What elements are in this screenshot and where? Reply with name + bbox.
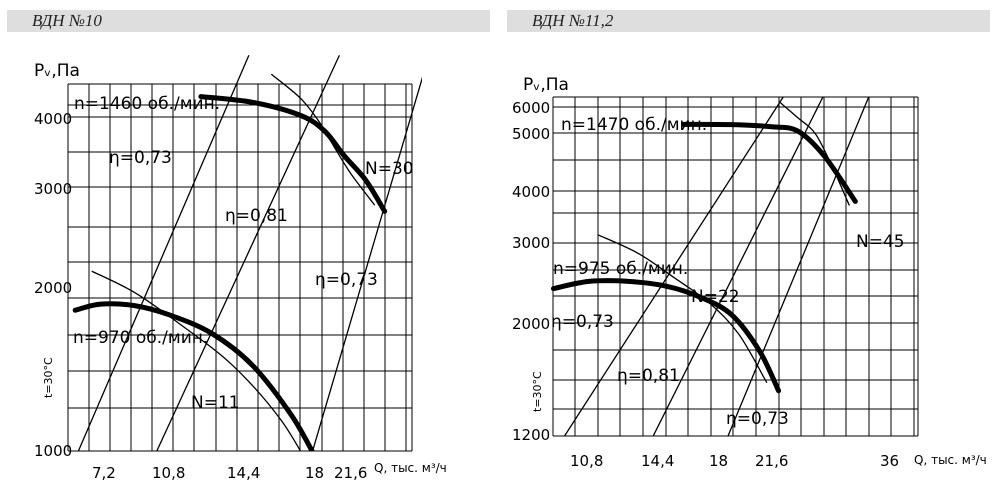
chart-1-x-tick: 14,4: [227, 464, 260, 482]
chart-1-series-line: [311, 76, 422, 451]
chart-1-annotation: η=0,81: [225, 206, 288, 226]
chart-2-curves: [550, 96, 870, 436]
chart-1-curves: [72, 55, 422, 451]
chart-2-x-tick: 10,8: [570, 452, 603, 470]
chart-1-y-tick: 4000: [34, 110, 72, 128]
chart-2-y-tick: 4000: [512, 183, 550, 201]
chart-1-x-axis-label: Q, тыс. м³/ч: [374, 461, 447, 475]
chart-1-annotation: N=30: [365, 159, 414, 179]
chart-2-series-line: [563, 96, 784, 436]
chart-2-annotation: N=22: [691, 287, 740, 307]
chart-2-x-tick: 36: [880, 452, 899, 470]
chart-1-x-tick: 21,6: [334, 464, 367, 482]
chart-2-annotation: n=975 об./мин.: [553, 259, 688, 279]
chart-1: Pᵥ,Па t=30°C 4000 3000 2000 1000 7,2 10,…: [34, 55, 447, 482]
chart-2-series-line: [598, 234, 768, 383]
chart-2-y-tick: 2000: [512, 315, 550, 333]
chart-2-y-tick: 3000: [512, 234, 550, 252]
chart-1-annotation: η=0,73: [315, 270, 378, 290]
chart-1-annotation: N=11: [191, 393, 240, 413]
chart-1-series-line: [91, 270, 302, 451]
chart-2-y-tick: 5000: [512, 125, 550, 143]
chart-2-grid: [552, 96, 919, 437]
chart-1-x-tick: 7,2: [92, 464, 116, 482]
chart-2-series-line: [779, 102, 850, 206]
chart-2-x-tick: 14,4: [641, 452, 674, 470]
chart-1-x-tick: 10,8: [152, 464, 185, 482]
chart-2-annotation: N=45: [856, 232, 905, 252]
chart-1-title: ВДН №10: [32, 11, 102, 30]
chart-1-temperature-label: t=30°C: [42, 357, 55, 398]
chart-1-series-line: [271, 73, 376, 206]
chart-2-annotation: η=0,81: [617, 366, 680, 386]
chart-2-y-axis-label: Pᵥ,Па: [523, 75, 569, 95]
chart-2-title: ВДН №11,2: [532, 11, 614, 30]
chart-1-y-axis-label: Pᵥ,Па: [34, 61, 80, 81]
chart-1-y-tick: 1000: [34, 442, 72, 460]
chart-2-header: ВДН №11,2: [507, 10, 990, 32]
chart-2-annotation: η=0,73: [551, 312, 614, 332]
chart-2-series-line: [652, 96, 824, 436]
chart-2-x-tick: 18: [709, 452, 728, 470]
chart-2-temperature-label: t=30°C: [531, 371, 544, 412]
chart-1-y-tick: 2000: [34, 279, 72, 297]
chart-2-series-line: [681, 121, 858, 204]
chart-1-y-tick: 3000: [34, 180, 72, 198]
chart-2: Pᵥ,Па t=30°C 6000 5000 4000 3000 2000 12…: [512, 75, 987, 470]
chart-2-y-tick: 1200: [512, 426, 550, 444]
chart-1-x-tick: 18: [305, 464, 324, 482]
chart-2-annotation: η=0,73: [726, 409, 789, 429]
chart-1-annotation: n=970 об./мин.: [73, 328, 208, 348]
chart-2-x-tick: 21,6: [755, 452, 788, 470]
chart-1-header: ВДН №10: [7, 10, 490, 32]
chart-2-series-line: [550, 278, 782, 394]
chart-1-series-line: [156, 55, 340, 451]
chart-1-grid: [67, 83, 413, 452]
chart-1-series-line: [77, 55, 250, 451]
chart-1-annotation: n=1460 об./мин.: [74, 94, 220, 114]
chart-2-annotation: n=1470 об./мин.: [561, 115, 707, 135]
chart-2-series-line: [727, 96, 870, 436]
chart-2-y-tick: 6000: [512, 99, 550, 117]
chart-2-x-axis-label: Q, тыс. м³/ч: [914, 453, 987, 467]
chart-1-series-line: [198, 94, 388, 214]
chart-1-annotation: η=0,73: [109, 148, 172, 168]
chart-1-series-line: [72, 301, 315, 451]
